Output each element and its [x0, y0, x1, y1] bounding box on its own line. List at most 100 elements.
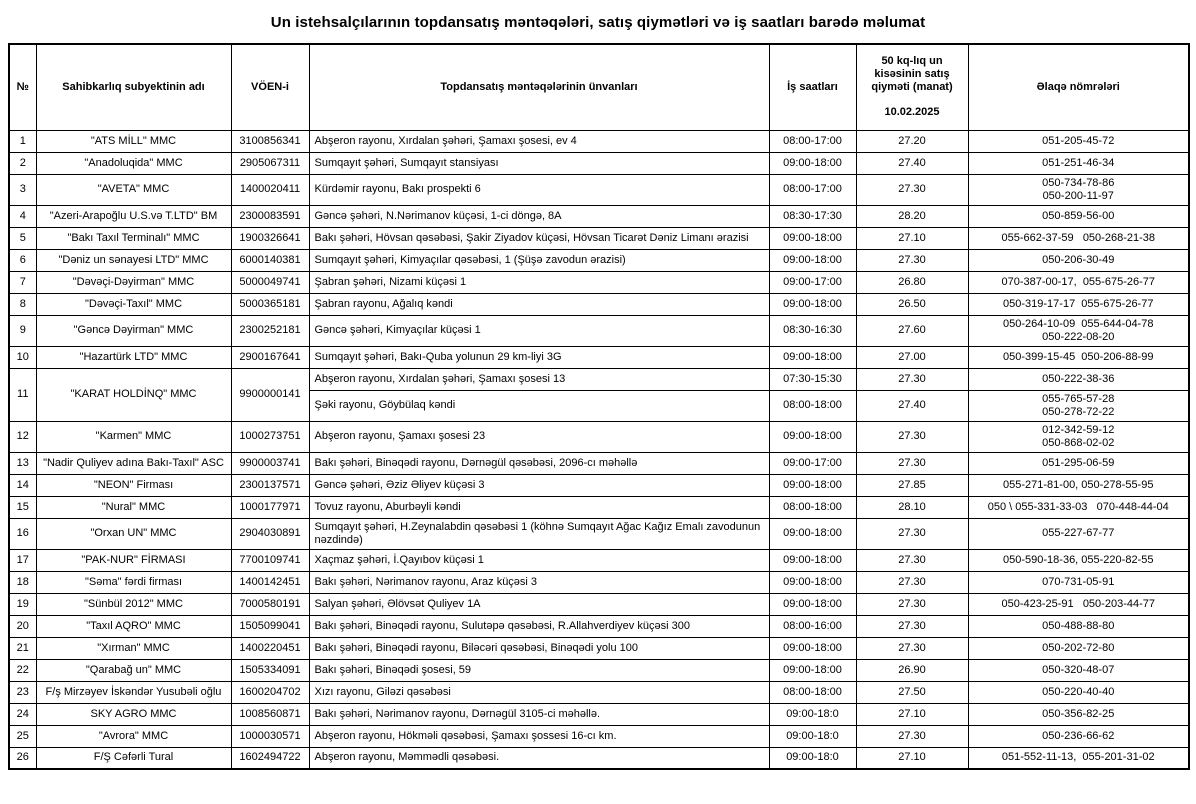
voen-cell: 1400142451 [230, 570, 310, 594]
row-number-cell: 14 [8, 473, 37, 497]
voen-cell: 1008560871 [230, 702, 310, 726]
contact-numbers-cell: 050-734-78-86 050-200-11-97 [967, 173, 1190, 206]
contact-numbers-cell: 055-271-81-00, 050-278-55-95 [967, 473, 1190, 497]
address-cell: Bakı şəhəri, Nərimanov rayonu, Araz küçə… [308, 570, 770, 594]
address-cell: Sumqayıt şəhəri, H.Zeynalabdin qəsəbəsi … [308, 517, 770, 550]
address-cell: Gəncə şəhəri, Kimyaçılar küçəsi 1 [308, 314, 770, 347]
row-number-cell: 21 [8, 636, 37, 660]
row-number-cell: 16 [8, 517, 37, 550]
contact-numbers-cell: 050-399-15-45 050-206-88-99 [967, 345, 1190, 369]
row-number-cell: 25 [8, 724, 37, 748]
working-hours-cell: 09:00-18:00 [768, 248, 857, 272]
entity-name-cell: "Dəvəçi-Dəyirman" MMC [35, 270, 232, 294]
working-hours-cell: 09:00-18:00 [768, 226, 857, 250]
address-cell: Abşeron rayonu, Hökməli qəsəbəsi, Şamaxı… [308, 724, 770, 748]
price-cell: 27.30 [855, 636, 969, 660]
address-cell: Şəki rayonu, Göybülaq kəndi [308, 389, 770, 422]
voen-cell: 1600204702 [230, 680, 310, 704]
table-row: 17 "PAK-NUR" FİRMASI 7700109741 Xaçmaz şəhə… [8, 548, 1190, 572]
voen-cell: 1000177971 [230, 495, 310, 519]
contact-number-line: 050-220-40-40 [1042, 685, 1115, 698]
price-cell: 27.30 [855, 517, 969, 550]
address-cell: Xaçmaz şəhəri, İ.Qayıbov küçəsi 1 [308, 548, 770, 572]
entity-name-cell: "Anadoluqida" MMC [35, 151, 232, 175]
address-cell: Şabran rayonu, Ağalıq kəndi [308, 292, 770, 316]
voen-cell: 1400020411 [230, 173, 310, 206]
contact-numbers-cell: 050-320-48-07 [967, 658, 1190, 682]
voen-cell: 9900000141 [230, 367, 310, 422]
table-row: 7 "Dəvəçi-Dəyirman" MMC 5000049741 Şabran ş… [8, 270, 1190, 294]
address-cell: Bakı şəhəri, Binəqədi rayonu, Biləcəri q… [308, 636, 770, 660]
row-number-cell: 9 [8, 314, 37, 347]
contact-numbers-cell: 050-222-38-36 [967, 367, 1190, 391]
working-hours-cell: 08:00-18:00 [768, 495, 857, 519]
contact-number-line: 051-552-11-13, 055-201-31-02 [1001, 751, 1155, 764]
price-cell: 27.10 [855, 702, 969, 726]
price-cell: 27.30 [855, 592, 969, 616]
entity-name-cell: "AVETA" MMC [35, 173, 232, 206]
contact-numbers-cell: 050-859-56-00 [967, 204, 1190, 228]
address-cell: Abşeron rayonu, Məmmədli qəsəbəsi. [308, 746, 770, 770]
address-cell: Tovuz rayonu, Aburbəyli kəndi [308, 495, 770, 519]
contact-numbers-cell: 050-202-72-80 [967, 636, 1190, 660]
voen-cell: 2300252181 [230, 314, 310, 347]
table-row: 20 "Taxıl AQRO" MMC 1505099041 Bakı şəhəri,… [8, 614, 1190, 638]
row-number-cell: 23 [8, 680, 37, 704]
entity-name-cell: "Taxıl AQRO" MMC [35, 614, 232, 638]
entity-name-cell: "Orxan UN" MMC [35, 517, 232, 550]
table-row: 16 "Orxan UN" MMC 2904030891 Sumqayıt şəhər… [8, 517, 1190, 550]
table-row: 15 "Nural" MMC 1000177971 Tovuz rayonu, Abu… [8, 495, 1190, 519]
contact-number-line: 050-206-30-49 [1042, 253, 1115, 266]
price-cell: 27.30 [855, 173, 969, 206]
entity-name-cell: "PAK-NUR" FİRMASI [35, 548, 232, 572]
voen-cell: 1602494722 [230, 746, 310, 770]
working-hours-cell: 08:00-16:00 [768, 614, 857, 638]
contact-numbers-cell: 050-488-88-80 [967, 614, 1190, 638]
price-cell: 27.00 [855, 345, 969, 369]
price-cell: 28.20 [855, 204, 969, 228]
entity-name-cell: "Bakı Taxıl Terminalı" MMC [35, 226, 232, 250]
address-cell: Abşeron rayonu, Xırdalan şəhəri, Şamaxı … [308, 129, 770, 153]
price-cell: 26.80 [855, 270, 969, 294]
working-hours-cell: 09:00-18:00 [768, 570, 857, 594]
voen-cell: 1505334091 [230, 658, 310, 682]
table-row: Şəki rayonu, Göybülaq kəndi 08:00-18:00 27… [9, 389, 1190, 422]
row-number-cell: 4 [8, 204, 37, 228]
table-header: № Sahibkarlıq subyektinin adı VÖEN-i Top… [8, 43, 1190, 131]
col-header-contacts: Əlaqə nömrələri [967, 43, 1190, 131]
table-row: 9 "Gəncə Dəyirman" MMC 2300252181 Gəncə şəh… [8, 314, 1190, 347]
working-hours-cell: 09:00-18:00 [768, 548, 857, 572]
contact-numbers-cell: 050-319-17-17 055-675-26-77 [967, 292, 1190, 316]
price-cell: 27.30 [855, 248, 969, 272]
row-number-cell: 24 [8, 702, 37, 726]
working-hours-cell: 09:00-18:00 [768, 473, 857, 497]
working-hours-cell: 09:00-18:00 [768, 292, 857, 316]
working-hours-cell: 08:00-17:00 [768, 173, 857, 206]
contact-numbers-cell: 051-552-11-13, 055-201-31-02 [967, 746, 1190, 770]
working-hours-cell: 08:00-18:00 [768, 680, 857, 704]
contact-numbers-cell: 050 \ 055-331-33-03 070-448-44-04 [967, 495, 1190, 519]
working-hours-cell: 09:00-18:0 [768, 724, 857, 748]
contact-number-line: 050-278-72-22 [1042, 405, 1115, 418]
table-row: 26 F/Ş Cəfərli Tural 1602494722 Abşeron ray… [8, 746, 1190, 770]
entity-name-cell: "NEON" Firması [35, 473, 232, 497]
contact-numbers-cell: 055-662-37-59 050-268-21-38 [967, 226, 1190, 250]
address-cell: Gəncə şəhəri, Əziz Əliyev küçəsi 3 [308, 473, 770, 497]
contact-numbers-cell: 070-731-05-91 [967, 570, 1190, 594]
contact-numbers-cell: 050-236-66-62 [967, 724, 1190, 748]
price-cell: 27.30 [855, 451, 969, 475]
voen-cell: 1505099041 [230, 614, 310, 638]
table-row: 14 "NEON" Firması 2300137571 Gəncə şəhəri, … [8, 473, 1190, 497]
row-number-cell: 13 [8, 451, 37, 475]
table-row: 18 "Səma" fərdi firması 1400142451 Bakı şəh… [8, 570, 1190, 594]
table-row: 13 "Nadir Quliyev adına Bakı-Taxıl" ASC 99… [8, 451, 1190, 475]
entity-name-cell: "Xırman" MMC [35, 636, 232, 660]
entity-name-cell: "Dəvəçi-Taxıl" MMC [35, 292, 232, 316]
entity-name-cell: F/Ş Cəfərli Tural [35, 746, 232, 770]
working-hours-cell: 09:00-17:00 [768, 451, 857, 475]
voen-cell: 2905067311 [230, 151, 310, 175]
table-row: 12 "Karmen" MMC 1000273751 Abşeron rayonu, … [8, 420, 1190, 453]
address-cell: Bakı şəhəri, Binəqədi rayonu, Dərnəgül q… [308, 451, 770, 475]
price-cell: 27.30 [855, 614, 969, 638]
wholesale-points-table: № Sahibkarlıq subyektinin adı VÖEN-i Top… [8, 43, 1190, 770]
